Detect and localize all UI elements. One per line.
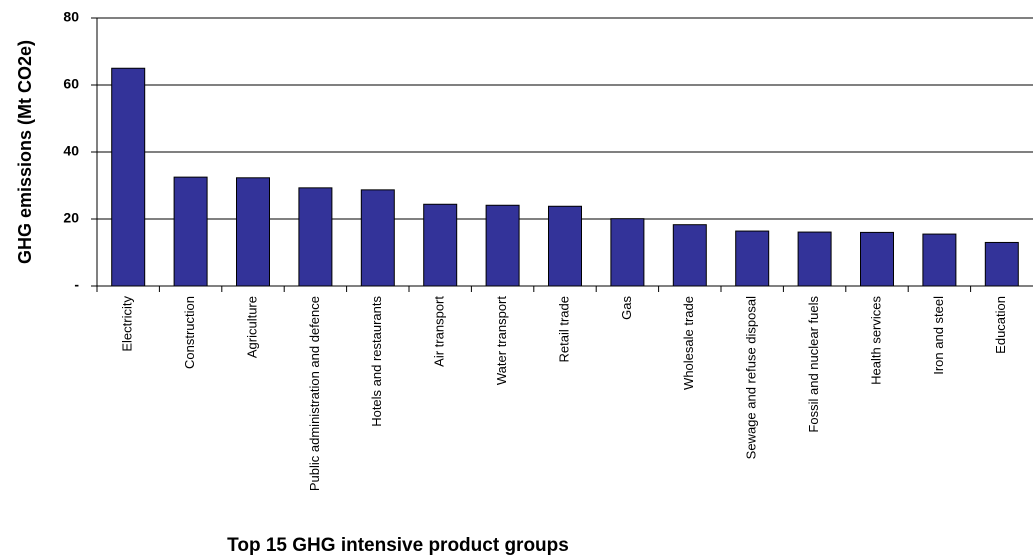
x-tick-label: Air transport xyxy=(432,296,447,367)
x-tick-label: Electricity xyxy=(120,296,135,352)
bar xyxy=(672,224,707,287)
bar xyxy=(797,231,832,287)
bar xyxy=(485,204,520,287)
bar xyxy=(735,230,770,287)
y-tick-label: - xyxy=(74,277,79,293)
bar xyxy=(298,187,333,287)
x-axis-label: Top 15 GHG intensive product groups xyxy=(227,535,569,556)
x-tick-label: Water transport xyxy=(494,296,509,385)
x-tick-label: Construction xyxy=(182,296,197,369)
bar xyxy=(860,231,894,287)
y-tick-label: 20 xyxy=(63,210,79,226)
x-tick-label: Health services xyxy=(868,296,883,385)
x-tick-label: Retail trade xyxy=(556,296,571,362)
bar xyxy=(610,218,645,287)
x-tick-label: Fossil and nuclear fuels xyxy=(806,296,821,433)
bar xyxy=(360,189,395,287)
x-tick-label: Gas xyxy=(619,296,634,320)
x-tick-label: Hotels and restaurants xyxy=(369,296,384,427)
bar xyxy=(111,67,146,287)
bar xyxy=(236,177,270,287)
bar xyxy=(922,233,957,287)
y-axis-label: GHG emissions (Mt CO2e) xyxy=(15,40,35,264)
x-tick-label: Public administration and defence xyxy=(307,296,322,491)
x-tick-label: Wholesale trade xyxy=(681,296,696,390)
x-tick-label: Education xyxy=(993,296,1008,354)
y-tick-label: 40 xyxy=(63,143,79,159)
bar xyxy=(173,176,208,287)
y-tick-label: 80 xyxy=(63,9,79,25)
bar xyxy=(423,203,458,287)
x-tick-label: Sewage and refuse disposal xyxy=(744,296,759,459)
bar xyxy=(548,205,582,287)
y-tick-label: 60 xyxy=(63,76,79,92)
x-tick-label: Agriculture xyxy=(244,296,259,358)
bar xyxy=(984,241,1019,287)
x-tick-label: Iron and steel xyxy=(931,296,946,375)
